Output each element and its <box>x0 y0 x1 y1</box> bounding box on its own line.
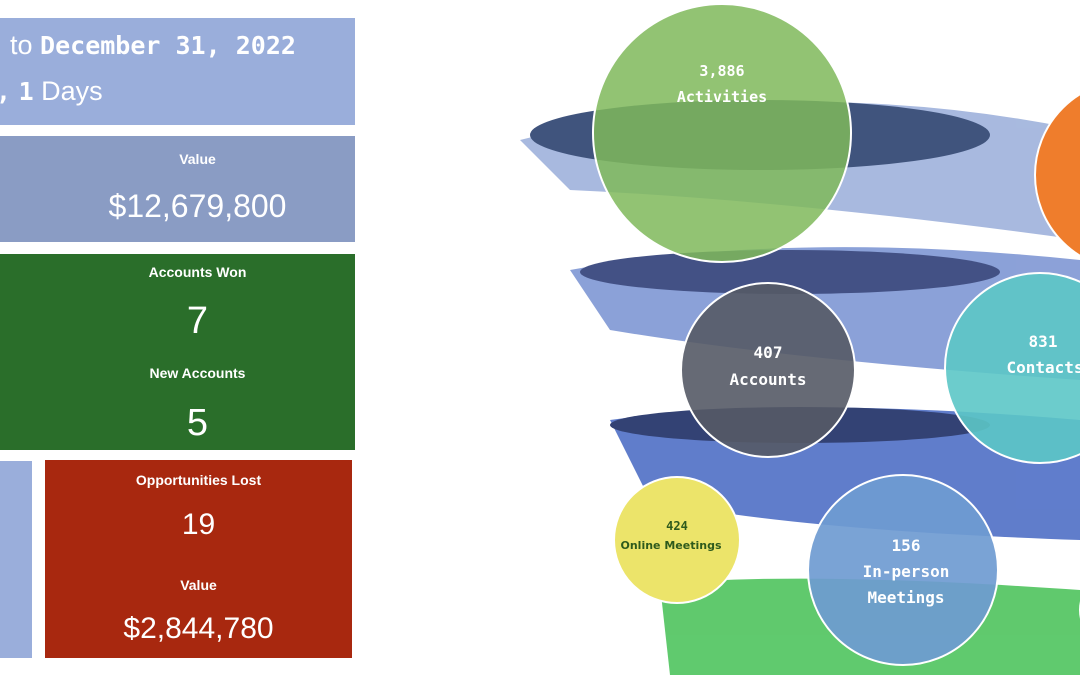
tile-value: $2,844,780 <box>123 612 274 645</box>
bubble-circle <box>807 474 999 666</box>
accounts-tile: Accounts Won 7 New Accounts 5 <box>0 254 355 450</box>
date-end: December 31, 2022 <box>40 31 296 60</box>
bubble-value: 407 <box>754 343 783 362</box>
bubble-label: Online Meetings <box>621 539 722 552</box>
bubble: 156 In-person Meetings <box>807 474 999 666</box>
bubble: 424 Online Meetings <box>613 476 741 604</box>
date-prefix: to <box>10 30 33 60</box>
value-tile: Value $12,679,800 <box>0 136 355 242</box>
days-line: , 1 Days <box>0 76 103 107</box>
date-header: to December 31, 2022 , 1 Days <box>0 18 355 125</box>
days-count: 1 <box>18 77 34 106</box>
bubble-label: In-person <box>863 562 950 581</box>
bubble-value: 156 <box>892 536 921 555</box>
tile-label: Accounts Won <box>148 264 247 280</box>
bubble-label: Activities <box>677 88 767 106</box>
bubble: 831 Contacts <box>944 272 1080 464</box>
funnel-opening <box>580 250 1000 294</box>
bubble-label: Contacts <box>1006 358 1080 377</box>
bubble-label: Accounts <box>729 370 806 389</box>
lost-tile: Opportunities Lost 19 Value $2,844,780 <box>45 460 352 658</box>
tile-label: Value <box>180 577 217 593</box>
bubble-value: 424 <box>666 519 688 533</box>
tile-label: New Accounts <box>149 365 246 381</box>
bubble-circle <box>592 3 852 263</box>
tile-label: Opportunities Lost <box>135 472 262 488</box>
tile-label: Value <box>179 151 216 167</box>
partial-bubble <box>1034 93 1080 257</box>
bubble: 407 Accounts <box>680 282 856 458</box>
bubble-circle <box>944 272 1080 464</box>
tile-value: 5 <box>186 402 209 444</box>
bubble-value: 3,886 <box>699 62 744 80</box>
bubble: 3,886 Activities <box>592 3 852 263</box>
bubble-label: Meetings <box>867 588 944 607</box>
bubble-circle <box>680 282 856 458</box>
tile-value: 7 <box>186 300 209 342</box>
funnel-graphic: 3,886 Activities 407 Accounts 831 Contac… <box>520 3 1080 675</box>
bubble-circle <box>613 476 741 604</box>
partial-tile <box>0 461 32 658</box>
days-comma: , <box>0 77 11 106</box>
date-line: to December 31, 2022 <box>10 30 296 61</box>
bubble-value: 831 <box>1029 332 1058 351</box>
tile-value: $12,679,800 <box>108 188 287 224</box>
tile-value: 19 <box>181 508 216 541</box>
days-unit: Days <box>41 76 103 106</box>
